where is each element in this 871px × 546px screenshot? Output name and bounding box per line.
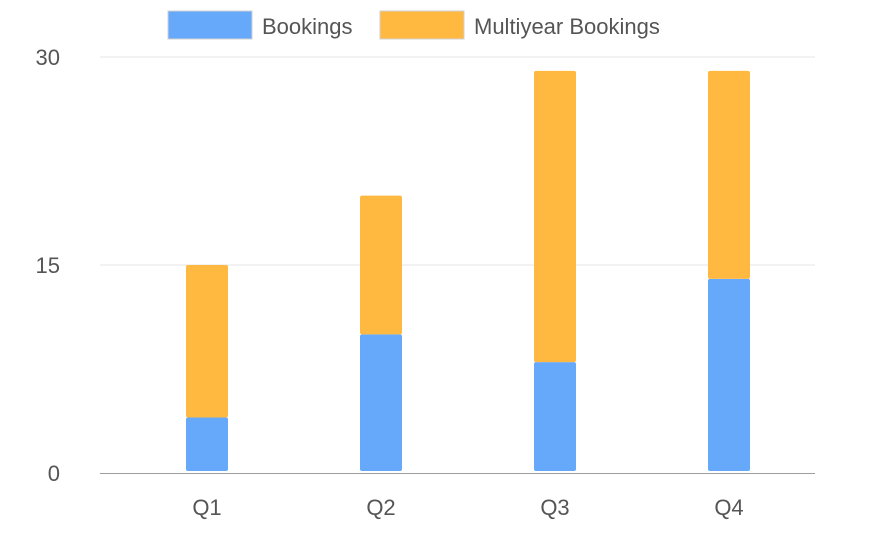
x-tick-label: Q4	[714, 495, 743, 520]
legend: Bookings Multiyear Bookings	[167, 10, 660, 40]
bar-multiyear-bookings-q2[interactable]	[360, 195, 402, 335]
legend-swatch	[379, 10, 465, 40]
x-axis-tick-labels: Q1 Q2 Q3 Q4	[192, 495, 743, 520]
y-tick-label: 15	[36, 253, 60, 278]
x-tick-label: Q2	[366, 495, 395, 520]
bar-bookings-q1[interactable]	[186, 417, 228, 471]
bar-bookings-q3[interactable]	[534, 362, 576, 471]
bar-multiyear-bookings-q1[interactable]	[186, 265, 228, 418]
bar-bookings-q2[interactable]	[360, 334, 402, 471]
bars	[186, 70, 750, 471]
gridlines	[100, 56, 815, 266]
legend-label: Bookings	[262, 14, 353, 39]
bar-multiyear-bookings-q4[interactable]	[708, 70, 750, 279]
legend-swatch	[167, 10, 253, 40]
bar-bookings-q4[interactable]	[708, 278, 750, 471]
y-axis-tick-labels: 0 15 30	[36, 45, 60, 486]
legend-label: Multiyear Bookings	[474, 14, 660, 39]
bar-multiyear-bookings-q3[interactable]	[534, 70, 576, 363]
y-tick-label: 0	[48, 461, 60, 486]
legend-item-multiyear-bookings[interactable]: Multiyear Bookings	[379, 10, 660, 40]
x-tick-label: Q3	[540, 495, 569, 520]
legend-item-bookings[interactable]: Bookings	[167, 10, 353, 40]
y-tick-label: 30	[36, 45, 60, 70]
x-tick-label: Q1	[192, 495, 221, 520]
